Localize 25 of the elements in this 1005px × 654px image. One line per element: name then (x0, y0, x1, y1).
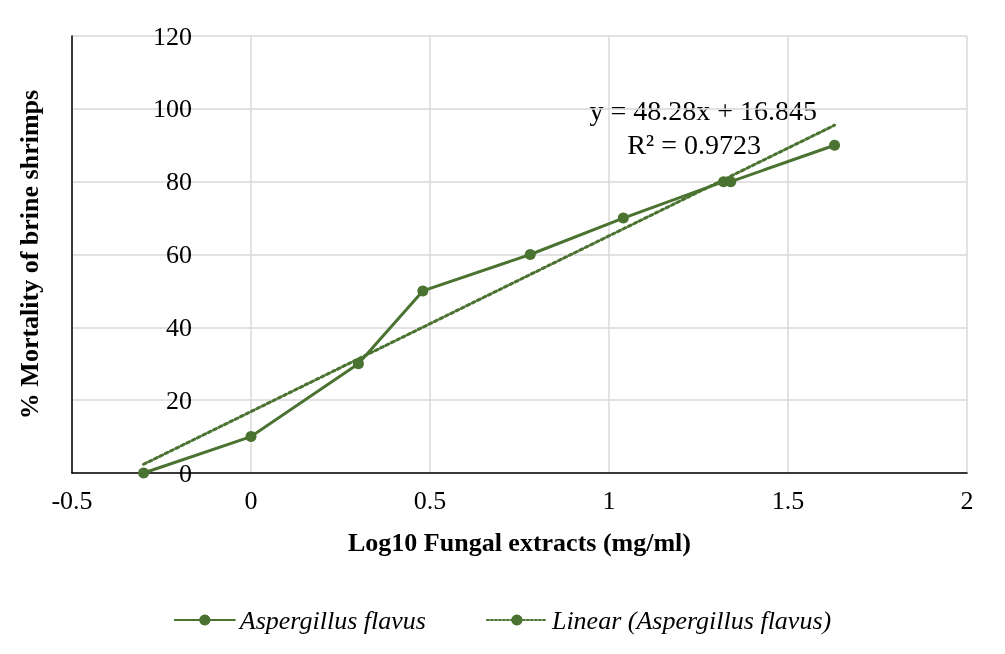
y-tick-label: 120 (153, 21, 192, 51)
y-axis-title: % Mortality of brine shrimps (14, 89, 44, 420)
x-tick-label: 1.5 (771, 485, 805, 515)
legend-label: Linear (Aspergillus flavus) (550, 605, 832, 635)
point (617, 212, 629, 224)
y-tick-label: 80 (166, 167, 192, 197)
y-tick-label: 60 (166, 240, 192, 269)
point (417, 285, 429, 297)
x-tick-label: 0 (244, 485, 258, 515)
x-tick-label: 2 (960, 485, 974, 515)
x-tick-label: -0.5 (51, 485, 93, 515)
y-tick-label: 20 (166, 385, 192, 415)
legend-label: Aspergillus flavus (237, 605, 426, 635)
point (524, 249, 536, 260)
point (245, 431, 257, 443)
y-tick-label: 40 (166, 312, 192, 342)
point (352, 358, 364, 370)
x-tick-label: 1 (602, 485, 616, 515)
annotation: R² = 0.9723 (627, 128, 762, 160)
point (829, 139, 841, 151)
y-tick-label: 100 (153, 94, 192, 124)
x-tick-label: 0.5 (413, 485, 447, 515)
point (138, 467, 150, 479)
x-axis-title: Log10 Fungal extracts (mg/ml) (347, 527, 692, 557)
annotation: y = 48.28x + 16.845 (589, 94, 818, 126)
